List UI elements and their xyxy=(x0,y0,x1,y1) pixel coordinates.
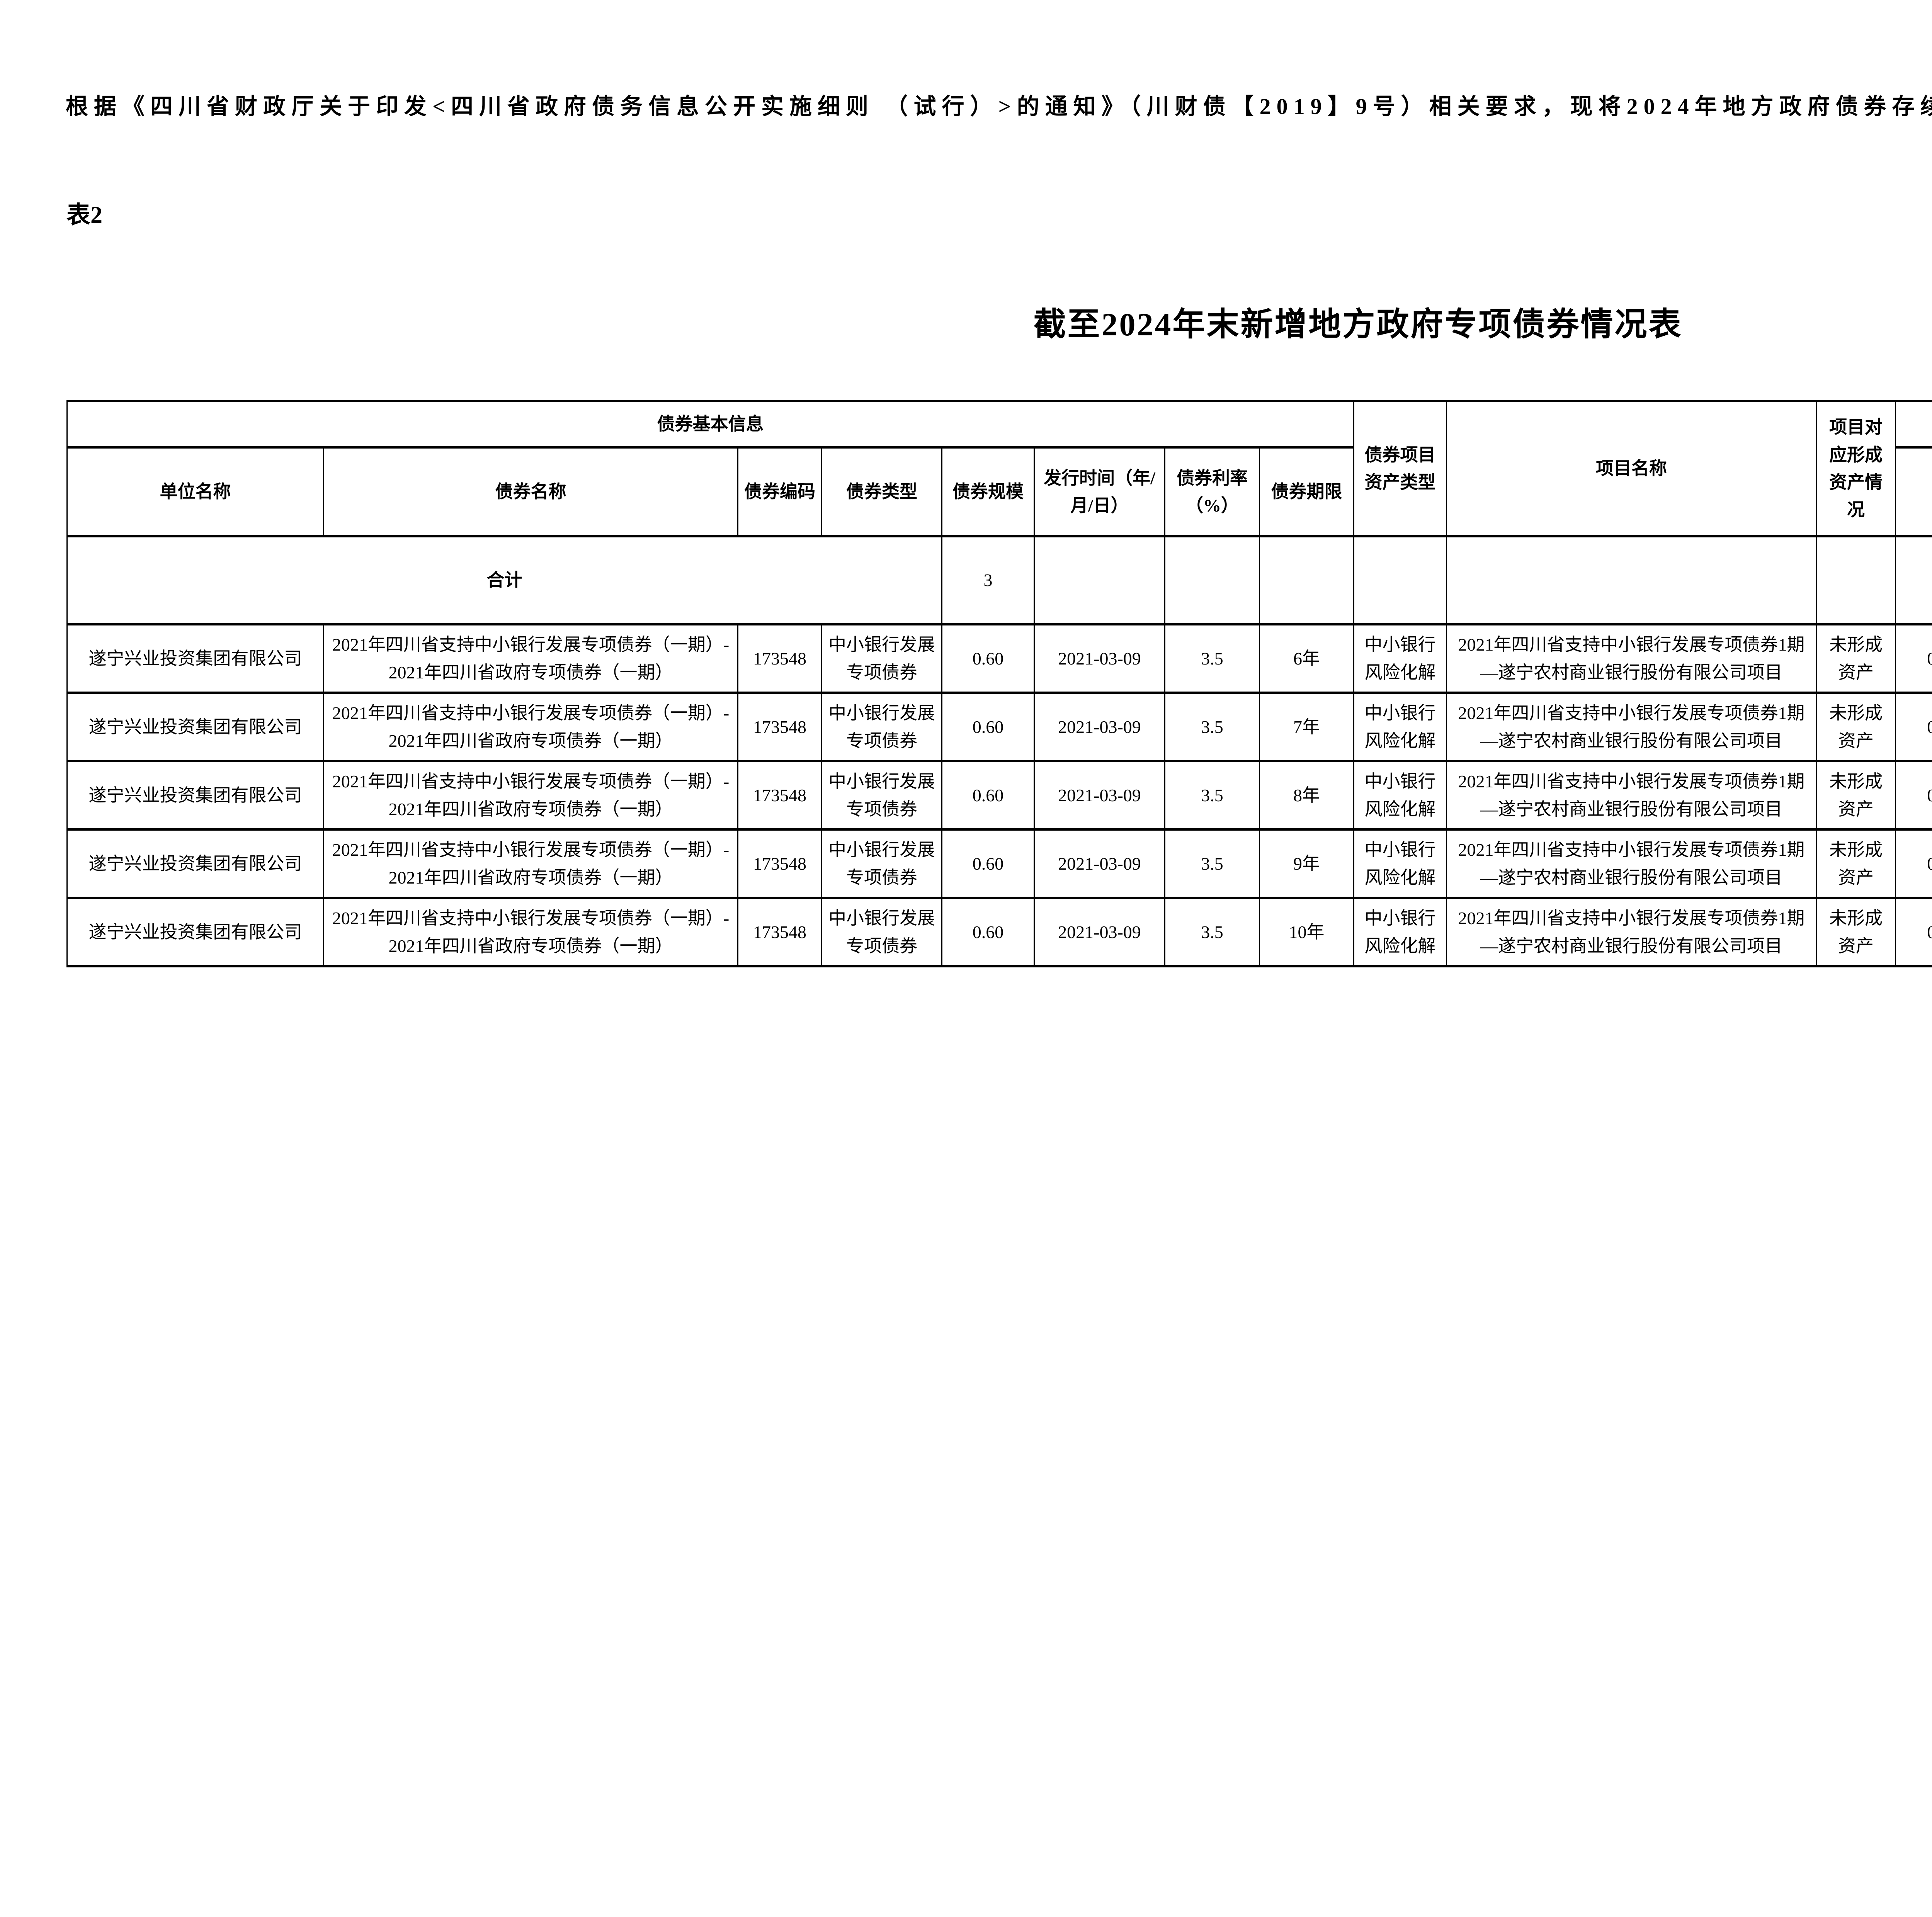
cell-bond-type: 中小银行发展专项债券 xyxy=(821,760,942,831)
cell-bond-scale: 0.60 xyxy=(941,760,1035,831)
cell-asset-type: 中小银行风险化解 xyxy=(1353,692,1447,762)
cell-asset-type: 中小银行风险化解 xyxy=(1353,828,1447,899)
cell-term: 6年 xyxy=(1259,623,1354,694)
cell-project-name: 2021年四川省支持中小银行发展专项债券1期—遂宁农村商业银行股份有限公司项目 xyxy=(1446,623,1817,694)
cell-asset-status: 未形成资产 xyxy=(1816,897,1896,967)
cell-bond-name: 2021年四川省支持中小银行发展专项债券（一期）-2021年四川省政府专项债券（… xyxy=(323,692,738,762)
cell-issue-date: 2021-03-09 xyxy=(1034,623,1165,694)
cell-rate: 3.5 xyxy=(1164,623,1260,694)
cell-bond-type: 中小银行发展专项债券 xyxy=(821,828,942,899)
cell-bond-name: 2021年四川省支持中小银行发展专项债券（一期）-2021年四川省政府专项债券（… xyxy=(323,897,738,967)
table-label: 表2 xyxy=(66,202,103,228)
header-bond-type: 债券类型 xyxy=(821,446,942,537)
header-rate: 债券利率（%） xyxy=(1164,446,1260,537)
cell-issue-date: 2021-03-09 xyxy=(1034,828,1165,899)
cell-project-name: 2021年四川省支持中小银行发展专项债券1期—遂宁农村商业银行股份有限公司项目 xyxy=(1446,760,1817,831)
cell-asset-type: 中小银行风险化解 xyxy=(1353,623,1447,694)
empty-cell xyxy=(1034,535,1165,625)
cell-term: 8年 xyxy=(1259,760,1354,831)
cell-total-investment: 0.60 xyxy=(1895,828,1932,899)
table-row: 遂宁兴业投资集团有限公司 2021年四川省支持中小银行发展专项债券（一期）-20… xyxy=(66,623,1932,694)
cell-bond-code: 173548 xyxy=(737,828,822,899)
header-project-name: 项目名称 xyxy=(1446,400,1817,537)
cell-asset-type: 中小银行风险化解 xyxy=(1353,760,1447,831)
page-title: 截至2024年末新增地方政府专项债券情况表 xyxy=(1033,307,1683,343)
cell-asset-status: 未形成资产 xyxy=(1816,828,1896,899)
cell-total-investment: 0.60 xyxy=(1895,897,1932,967)
total-total-investment: 3 xyxy=(1895,535,1932,625)
cell-bond-scale: 0.60 xyxy=(941,828,1035,899)
cell-bond-type: 中小银行发展专项债券 xyxy=(821,623,942,694)
cell-term: 10年 xyxy=(1259,897,1354,967)
cell-total-investment: 0.60 xyxy=(1895,623,1932,694)
cell-bond-code: 173548 xyxy=(737,897,822,967)
cell-asset-status: 未形成资产 xyxy=(1816,760,1896,831)
total-bond-scale: 3 xyxy=(941,535,1035,625)
empty-cell xyxy=(1816,535,1896,625)
table-row: 遂宁兴业投资集团有限公司 2021年四川省支持中小银行发展专项债券（一期）-20… xyxy=(66,692,1932,762)
header-asset-status: 项目对应形成资产情况 xyxy=(1816,400,1896,537)
header-row-columns: 单位名称 债券名称 债券编码 债券类型 债券规模 发行时间（年/月/日） 债券利… xyxy=(66,446,1932,537)
cell-asset-status: 未形成资产 xyxy=(1816,623,1896,694)
cell-bond-type: 中小银行发展专项债券 xyxy=(821,897,942,967)
cell-total-investment: 0.60 xyxy=(1895,692,1932,762)
cell-bond-name: 2021年四川省支持中小银行发展专项债券（一期）-2021年四川省政府专项债券（… xyxy=(323,760,738,831)
intro-paragraph: 根据《四川省财政厅关于印发<四川省政府债务信息公开实施细则 （试行）>的通知》（… xyxy=(66,94,1932,119)
cell-unit-name: 遂宁兴业投资集团有限公司 xyxy=(66,760,324,831)
unit-note: 单位：亿元 xyxy=(66,364,1932,389)
table-row: 遂宁兴业投资集团有限公司 2021年四川省支持中小银行发展专项债券（一期）-20… xyxy=(66,897,1932,967)
header-asset-type: 债券项目资产类型 xyxy=(1353,400,1447,537)
header-row-group: 债券基本信息 债券项目资产类型 项目名称 项目对应形成资产情况 债券项目总投资 … xyxy=(66,400,1932,537)
cell-issue-date: 2021-03-09 xyxy=(1034,692,1165,762)
header-term: 债券期限 xyxy=(1259,446,1354,537)
empty-cell xyxy=(1353,535,1447,625)
cell-bond-name: 2021年四川省支持中小银行发展专项债券（一期）-2021年四川省政府专项债券（… xyxy=(323,828,738,899)
header-bond-name: 债券名称 xyxy=(323,446,738,537)
total-row: 合计 3 3 3 3 3 xyxy=(66,535,1932,625)
total-label: 合计 xyxy=(66,535,942,625)
cell-bond-type: 中小银行发展专项债券 xyxy=(821,692,942,762)
cell-issue-date: 2021-03-09 xyxy=(1034,760,1165,831)
cell-issue-date: 2021-03-09 xyxy=(1034,897,1165,967)
cell-project-name: 2021年四川省支持中小银行发展专项债券1期—遂宁农村商业银行股份有限公司项目 xyxy=(1446,828,1817,899)
empty-cell xyxy=(1164,535,1260,625)
cell-term: 9年 xyxy=(1259,828,1354,899)
cell-term: 7年 xyxy=(1259,692,1354,762)
table-row: 遂宁兴业投资集团有限公司 2021年四川省支持中小银行发展专项债券（一期）-20… xyxy=(66,828,1932,899)
header-total-investment-sub-empty xyxy=(1895,446,1932,537)
cell-bond-name: 2021年四川省支持中小银行发展专项债券（一期）-2021年四川省政府专项债券（… xyxy=(323,623,738,694)
header-bond-basic-info: 债券基本信息 xyxy=(66,400,1354,449)
table-row: 遂宁兴业投资集团有限公司 2021年四川省支持中小银行发展专项债券（一期）-20… xyxy=(66,760,1932,831)
header-total-investment: 债券项目总投资 xyxy=(1895,400,1932,449)
header-issue-date: 发行时间（年/月/日） xyxy=(1034,446,1165,537)
cell-bond-code: 173548 xyxy=(737,692,822,762)
cell-unit-name: 遂宁兴业投资集团有限公司 xyxy=(66,897,324,967)
cell-bond-scale: 0.60 xyxy=(941,692,1035,762)
cell-asset-status: 未形成资产 xyxy=(1816,692,1896,762)
cell-project-name: 2021年四川省支持中小银行发展专项债券1期—遂宁农村商业银行股份有限公司项目 xyxy=(1446,692,1817,762)
cell-rate: 3.5 xyxy=(1164,897,1260,967)
empty-cell xyxy=(1259,535,1354,625)
cell-bond-scale: 0.60 xyxy=(941,623,1035,694)
cell-unit-name: 遂宁兴业投资集团有限公司 xyxy=(66,692,324,762)
cell-rate: 3.5 xyxy=(1164,760,1260,831)
bond-table: 债券基本信息 债券项目资产类型 项目名称 项目对应形成资产情况 债券项目总投资 … xyxy=(66,400,1932,967)
header-unit-name: 单位名称 xyxy=(66,446,324,537)
cell-project-name: 2021年四川省支持中小银行发展专项债券1期—遂宁农村商业银行股份有限公司项目 xyxy=(1446,897,1817,967)
cell-asset-type: 中小银行风险化解 xyxy=(1353,897,1447,967)
cell-bond-code: 173548 xyxy=(737,623,822,694)
cell-bond-code: 173548 xyxy=(737,760,822,831)
header-bond-code: 债券编码 xyxy=(737,446,822,537)
header-bond-scale: 债券规模 xyxy=(941,446,1035,537)
cell-rate: 3.5 xyxy=(1164,828,1260,899)
cell-rate: 3.5 xyxy=(1164,692,1260,762)
cell-unit-name: 遂宁兴业投资集团有限公司 xyxy=(66,828,324,899)
cell-unit-name: 遂宁兴业投资集团有限公司 xyxy=(66,623,324,694)
empty-cell xyxy=(1446,535,1817,625)
cell-bond-scale: 0.60 xyxy=(941,897,1035,967)
cell-total-investment: 0.60 xyxy=(1895,760,1932,831)
